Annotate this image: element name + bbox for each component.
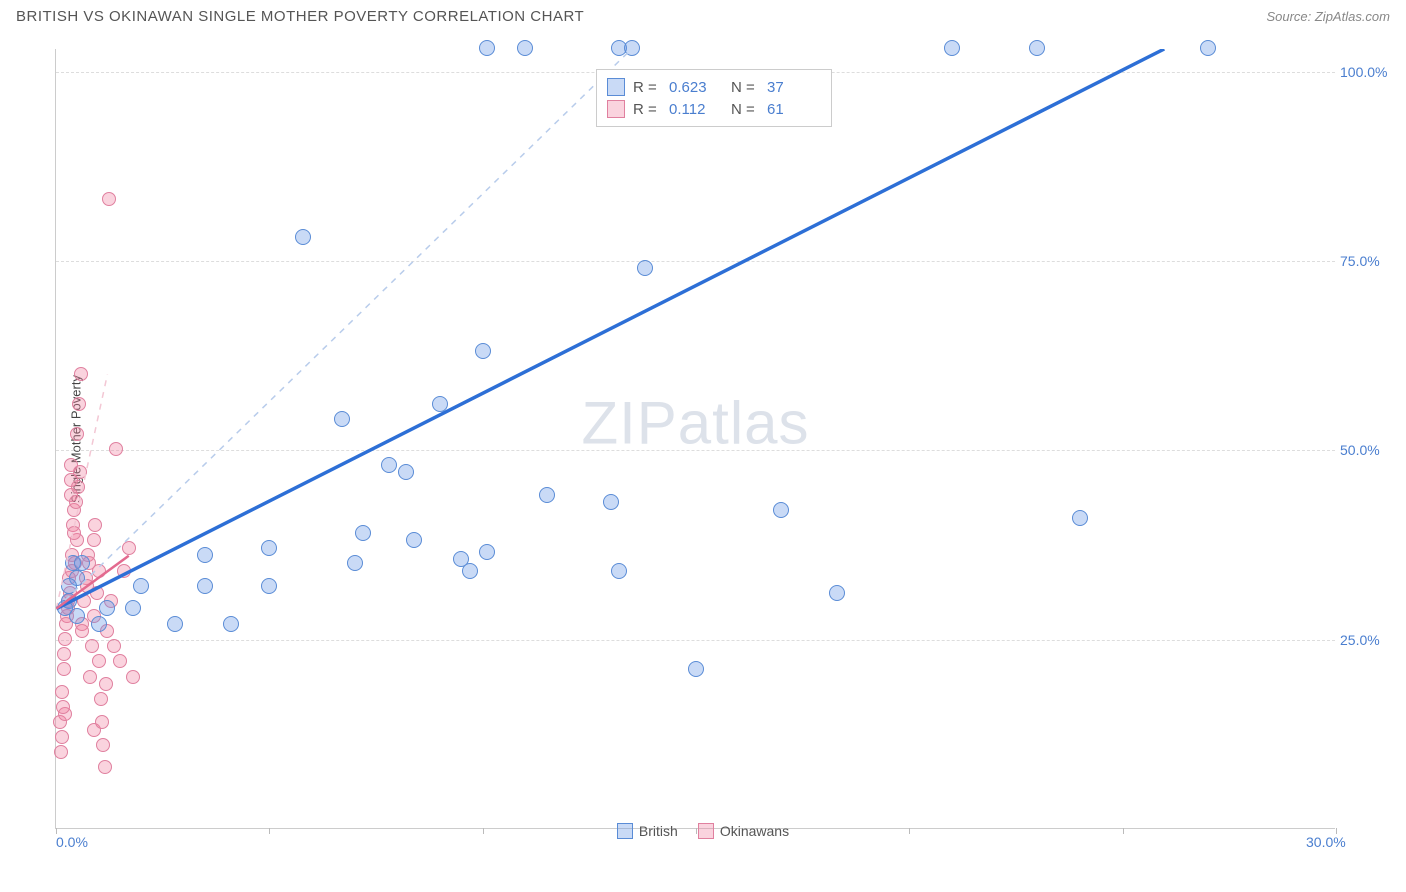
data-point [54,745,68,759]
data-point [57,600,73,616]
data-point [57,647,71,661]
data-point [88,518,102,532]
data-point [539,487,555,503]
chart-title: BRITISH VS OKINAWAN SINGLE MOTHER POVERT… [16,8,584,25]
data-point [102,192,116,206]
data-point [96,738,110,752]
chart-area: Single Mother Poverty ZIPatlas 25.0%50.0… [0,29,1406,849]
data-point [74,367,88,381]
data-point [688,661,704,677]
data-point [69,495,83,509]
data-point [334,411,350,427]
data-point [77,594,91,608]
data-point [295,229,311,245]
data-point [72,397,86,411]
legend-swatch [607,100,625,118]
y-tick-label: 75.0% [1340,253,1395,269]
data-point [98,760,112,774]
data-point [57,662,71,676]
data-point [944,40,960,56]
stats-legend: R =0.623N =37R =0.112N =61 [596,69,832,127]
data-point [83,670,97,684]
legend-swatch-okinawans [698,823,714,839]
data-point [479,544,495,560]
data-point [223,616,239,632]
y-tick-label: 100.0% [1340,64,1395,80]
legend-item-british: British [617,823,678,839]
data-point [67,526,81,540]
data-point [122,541,136,555]
trend-lines [56,49,1335,828]
data-point [99,600,115,616]
data-point [475,343,491,359]
data-point [99,677,113,691]
source-credit: Source: ZipAtlas.com [1266,9,1390,24]
data-point [85,639,99,653]
data-point [87,533,101,547]
y-tick-label: 50.0% [1340,442,1395,458]
data-point [117,564,131,578]
data-point [133,578,149,594]
data-point [624,40,640,56]
data-point [1029,40,1045,56]
data-point [773,502,789,518]
data-point [197,547,213,563]
data-point [126,670,140,684]
y-tick-label: 25.0% [1340,632,1395,648]
data-point [94,692,108,706]
data-point [113,654,127,668]
data-point [56,700,70,714]
data-point [55,685,69,699]
data-point [55,730,69,744]
legend-swatch [607,78,625,96]
data-point [74,555,90,571]
data-point [75,624,89,638]
data-point [167,616,183,632]
header: BRITISH VS OKINAWAN SINGLE MOTHER POVERT… [0,0,1406,29]
bottom-legend: British Okinawans [0,823,1406,839]
data-point [611,563,627,579]
data-point [70,427,84,441]
data-point [1072,510,1088,526]
data-point [125,600,141,616]
data-point [462,563,478,579]
legend-swatch-british [617,823,633,839]
data-point [479,40,495,56]
data-point [109,442,123,456]
plot-region: ZIPatlas 25.0%50.0%75.0%100.0%0.0%30.0%R… [55,49,1335,829]
data-point [517,40,533,56]
data-point [61,578,77,594]
data-point [261,540,277,556]
data-point [107,639,121,653]
data-point [603,494,619,510]
data-point [91,616,107,632]
data-point [58,632,72,646]
data-point [432,396,448,412]
data-point [406,532,422,548]
watermark: ZIPatlas [581,388,809,457]
data-point [1200,40,1216,56]
data-point [347,555,363,571]
data-point [381,457,397,473]
data-point [95,715,109,729]
data-point [71,480,85,494]
data-point [197,578,213,594]
data-point [73,465,87,479]
data-point [637,260,653,276]
data-point [398,464,414,480]
legend-item-okinawans: Okinawans [698,823,789,839]
data-point [829,585,845,601]
data-point [261,578,277,594]
data-point [355,525,371,541]
data-point [92,654,106,668]
